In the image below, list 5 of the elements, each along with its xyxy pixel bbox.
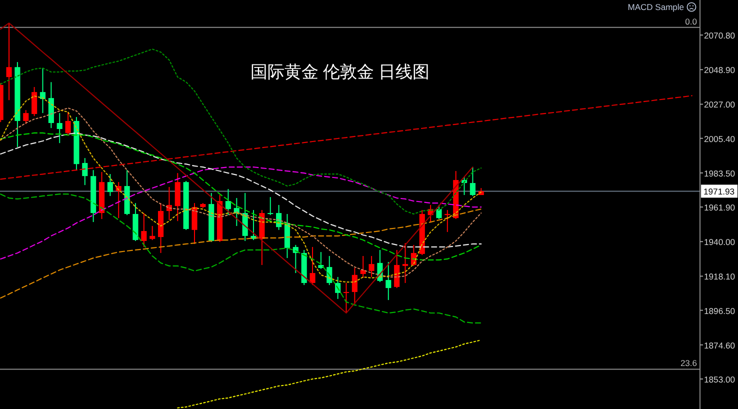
title: 国际黄金 伦敦金 日线图 xyxy=(250,62,430,82)
annotation: MACD Sample xyxy=(628,2,684,12)
annotation: 0.0 xyxy=(685,16,697,26)
ref-line-label: 1971.93 xyxy=(704,186,735,197)
annotation: 23.6 xyxy=(680,358,697,368)
